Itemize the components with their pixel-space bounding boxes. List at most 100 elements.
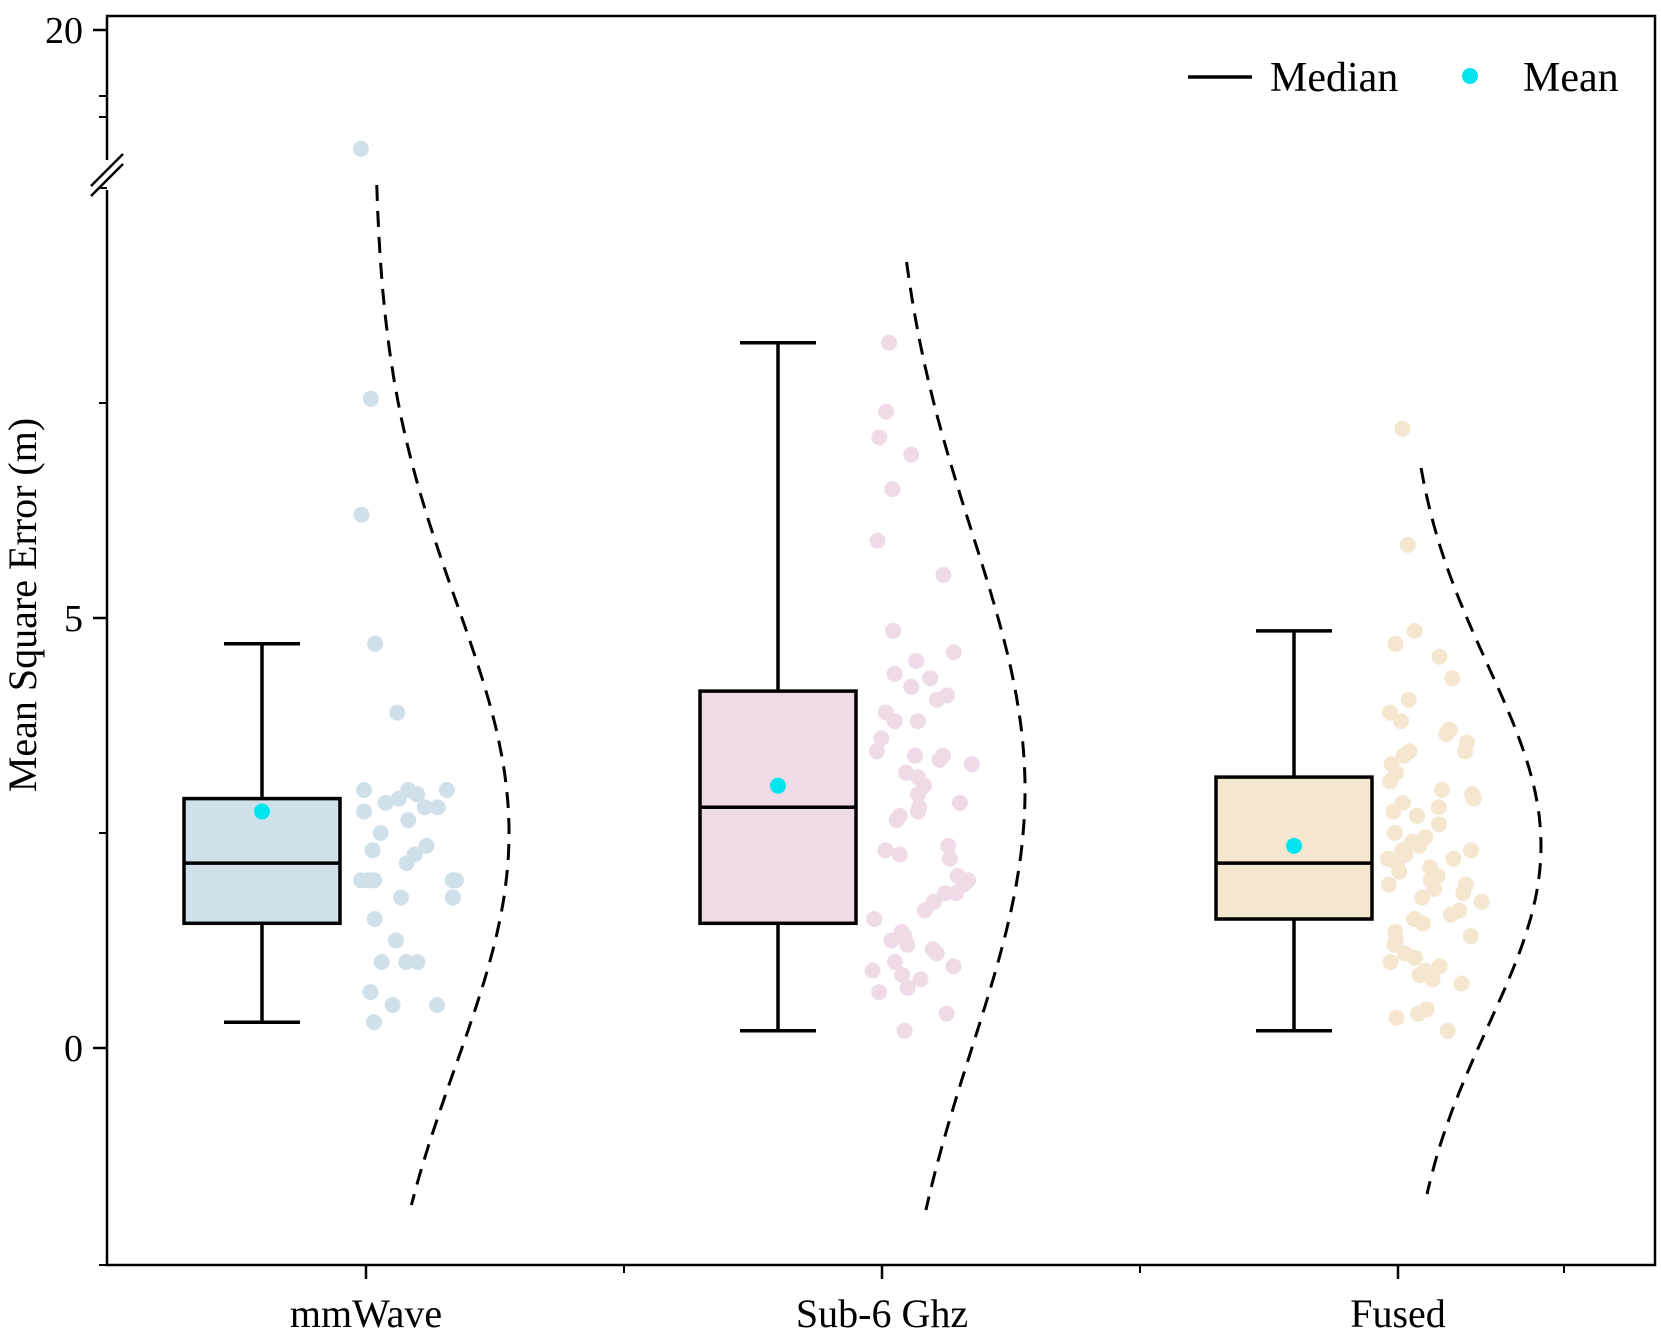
density-curve xyxy=(905,261,1027,1211)
data-point xyxy=(356,803,373,820)
data-point xyxy=(1414,915,1431,932)
data-point xyxy=(1406,622,1423,639)
data-point xyxy=(1393,713,1410,730)
data-point xyxy=(886,954,903,970)
legend-mean-label: Mean xyxy=(1523,55,1619,101)
data-point xyxy=(948,885,965,902)
y-tick-label: 5 xyxy=(64,598,83,640)
y-axis-label: Mean Square Error (m) xyxy=(0,418,45,792)
box-fused xyxy=(1214,629,1374,1033)
legend: Median Mean xyxy=(1188,55,1619,101)
data-point xyxy=(398,954,415,970)
data-point xyxy=(429,799,446,816)
data-point xyxy=(1431,648,1448,665)
mean-dot xyxy=(254,803,270,820)
data-point xyxy=(909,713,926,730)
data-point xyxy=(1434,782,1451,798)
data-point xyxy=(937,885,954,902)
data-point xyxy=(356,782,373,798)
data-point xyxy=(372,825,389,841)
data-point xyxy=(941,850,958,867)
data-point xyxy=(418,837,435,854)
data-point xyxy=(367,635,384,652)
data-point xyxy=(1438,726,1455,743)
data-point xyxy=(1386,825,1403,841)
data-point xyxy=(1388,1009,1405,1026)
data-point xyxy=(384,997,401,1013)
data-point xyxy=(353,506,370,523)
data-point xyxy=(352,140,369,157)
data-point xyxy=(886,665,903,682)
data-point xyxy=(447,872,464,889)
data-point xyxy=(362,984,379,1001)
x-tick-label: mmWave xyxy=(290,1291,442,1333)
x-tick-label: Sub-6 Ghz xyxy=(796,1291,968,1333)
box-mmwave xyxy=(182,642,342,1024)
data-point xyxy=(409,954,426,970)
data-point xyxy=(896,1022,913,1039)
plot-border xyxy=(105,14,1657,1267)
density-curve xyxy=(375,184,511,1206)
data-point xyxy=(899,979,916,996)
data-point xyxy=(891,846,908,863)
legend-mean-swatch xyxy=(1462,68,1478,84)
data-point xyxy=(1430,816,1447,833)
data-point xyxy=(869,532,886,549)
data-point xyxy=(1455,885,1472,902)
data-point xyxy=(409,786,426,803)
data-point xyxy=(1408,807,1425,824)
data-point xyxy=(1430,799,1447,816)
data-point xyxy=(931,751,948,768)
data-point xyxy=(1442,906,1459,923)
data-point xyxy=(916,902,933,919)
data-point xyxy=(1439,1022,1456,1039)
data-point xyxy=(886,713,903,730)
data-point xyxy=(377,794,394,811)
data-point xyxy=(387,932,404,949)
data-point xyxy=(928,945,945,962)
data-point xyxy=(398,855,415,872)
data-point xyxy=(1445,850,1462,867)
data-point xyxy=(389,704,406,721)
data-point xyxy=(400,812,417,829)
data-point xyxy=(1473,893,1490,910)
data-point xyxy=(935,567,952,583)
data-point xyxy=(1410,1005,1427,1022)
data-point xyxy=(366,911,383,927)
axis-break-gap xyxy=(93,160,121,190)
box-sub-6-ghz xyxy=(698,341,858,1033)
data-point xyxy=(963,756,980,773)
data-point xyxy=(393,889,410,906)
data-point xyxy=(868,743,885,760)
boxes xyxy=(182,341,1374,1033)
mean-dot xyxy=(1286,837,1302,854)
axis-break-mark xyxy=(90,163,124,197)
data-point xyxy=(922,670,939,687)
data-point xyxy=(908,653,925,669)
data-point xyxy=(1411,837,1428,854)
data-point xyxy=(938,1005,955,1022)
data-point xyxy=(364,842,381,859)
jitter-points xyxy=(352,140,1490,1039)
data-point xyxy=(877,842,894,859)
density-curves xyxy=(375,184,1543,1211)
data-point xyxy=(864,962,881,979)
data-point xyxy=(1400,691,1417,708)
data-point xyxy=(1462,928,1479,945)
data-point xyxy=(903,446,920,463)
data-point xyxy=(1411,966,1428,983)
data-point xyxy=(1426,880,1443,897)
data-point xyxy=(366,1014,383,1031)
data-point xyxy=(416,799,433,816)
data-point xyxy=(912,971,929,988)
data-point xyxy=(1395,747,1412,764)
data-point xyxy=(1382,704,1399,721)
y-tick-label: 20 xyxy=(45,10,83,52)
data-point xyxy=(1414,889,1431,906)
axes: 0 5 20 mmWave Sub-6 Ghz Fused xyxy=(45,10,1565,1333)
data-point xyxy=(1465,790,1482,807)
data-point xyxy=(362,390,379,407)
data-point xyxy=(1380,876,1397,893)
data-point xyxy=(945,958,962,975)
